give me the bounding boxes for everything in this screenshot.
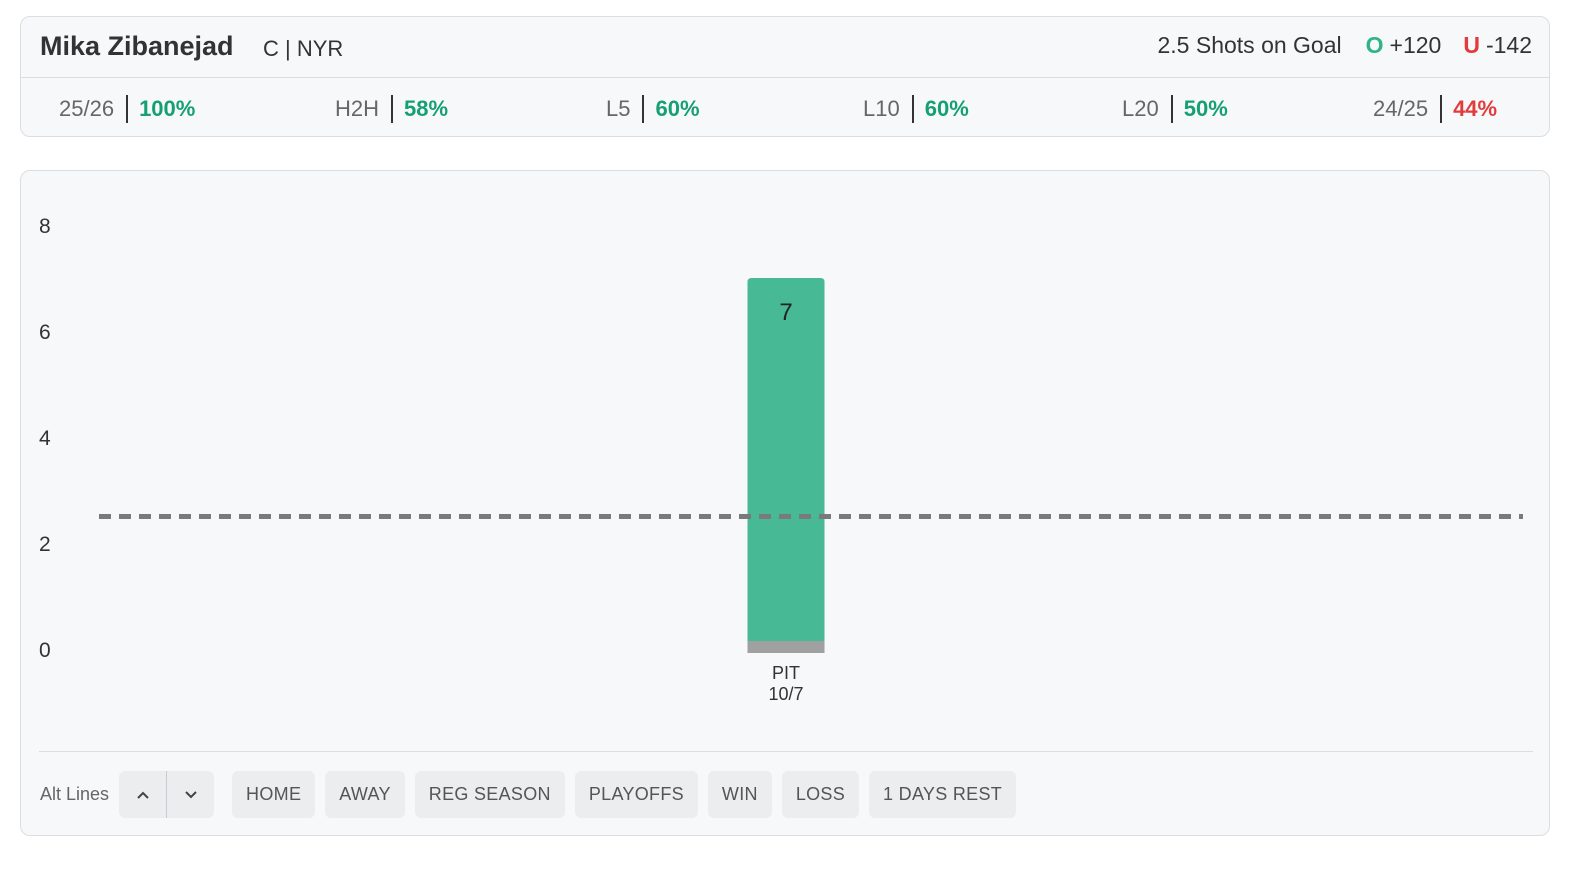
chevron-down-icon: [184, 790, 197, 798]
y-tick-label: 0: [39, 639, 51, 662]
over-indicator: O: [1365, 32, 1384, 58]
hit-rate-stats: 25/26 100% H2H 58% L5 60% L10 60% L20 50…: [21, 78, 1549, 138]
stat-value: 60%: [655, 96, 700, 121]
bar-value-label: 7: [779, 299, 792, 326]
stat-l10: L10 60%: [863, 95, 969, 123]
filter-rest-button[interactable]: 1 DAYS REST: [869, 771, 1017, 818]
player-prop-header: Mika Zibanejad C | NYR 2.5 Shots on Goal…: [20, 16, 1550, 137]
filter-win-button[interactable]: WIN: [707, 771, 772, 818]
stat-divider: [642, 95, 645, 123]
header-top-row: Mika Zibanejad C | NYR 2.5 Shots on Goal…: [21, 17, 1549, 78]
player-name: Mika Zibanejad: [40, 31, 234, 61]
player-position-team: C | NYR: [263, 36, 344, 61]
y-tick-label: 4: [39, 427, 51, 450]
stat-season: 25/26 100%: [59, 95, 195, 123]
under-indicator: U: [1463, 32, 1480, 58]
filter-away-button[interactable]: AWAY: [325, 771, 405, 818]
under-odds: -142: [1485, 32, 1532, 58]
stepper-divider: [166, 771, 168, 818]
y-tick-label: 6: [39, 321, 51, 344]
alt-line-up-button[interactable]: [119, 771, 166, 818]
bar: [747, 278, 825, 649]
stat-h2h: H2H 58%: [335, 95, 448, 123]
chart-divider: [39, 751, 1533, 752]
bar-base: [747, 641, 825, 653]
bar-date-label: 10/7: [768, 684, 803, 704]
stat-divider: [391, 95, 394, 123]
stat-label: L20: [1122, 96, 1159, 121]
alt-lines-label: Alt Lines: [40, 784, 110, 804]
bar-opponent-label: PIT: [772, 663, 800, 683]
over-odds: +120: [1389, 32, 1442, 58]
chevron-up-icon: [136, 791, 149, 799]
filter-loss-button[interactable]: LOSS: [781, 771, 860, 818]
stat-divider: [911, 95, 914, 123]
filter-home-button[interactable]: HOME: [232, 771, 316, 818]
stat-divider: [1440, 95, 1443, 123]
stat-last-season: 24/25 44%: [1373, 95, 1497, 123]
stat-label: L10: [863, 96, 900, 121]
stat-l20: L20 50%: [1122, 95, 1228, 123]
alt-line-down-button[interactable]: [167, 771, 214, 818]
y-tick-label: 2: [39, 533, 51, 556]
alt-lines-stepper: [119, 771, 215, 818]
stat-value: 58%: [404, 96, 449, 121]
stat-value: 60%: [924, 96, 969, 121]
filter-playoffs-button[interactable]: PLAYOFFS: [574, 771, 698, 818]
stat-value: 44%: [1453, 96, 1498, 121]
game-log-chart-card: 0 2 4 6 8 7 PIT 10/7 Alt Lines HOME AWAY REG SE…: [20, 170, 1550, 836]
prop-line: 2.5 Shots on Goal: [1157, 32, 1342, 58]
prop-info: 2.5 Shots on Goal O +120 U -142: [1158, 32, 1533, 59]
y-tick-label: 8: [39, 215, 51, 238]
stat-label: 25/26: [59, 96, 115, 121]
stat-label: 24/25: [1373, 96, 1429, 121]
stat-l5: L5 60%: [606, 95, 700, 123]
chart-controls: Alt Lines HOME AWAY REG SEASON PLAYOFFS …: [40, 771, 1026, 818]
stat-label: H2H: [335, 96, 380, 121]
stat-value: 100%: [139, 96, 196, 121]
stat-value: 50%: [1183, 96, 1228, 121]
stat-divider: [126, 95, 129, 123]
stat-label: L5: [606, 96, 631, 121]
stat-divider: [1170, 95, 1173, 123]
filter-reg-season-button[interactable]: REG SEASON: [414, 771, 565, 818]
